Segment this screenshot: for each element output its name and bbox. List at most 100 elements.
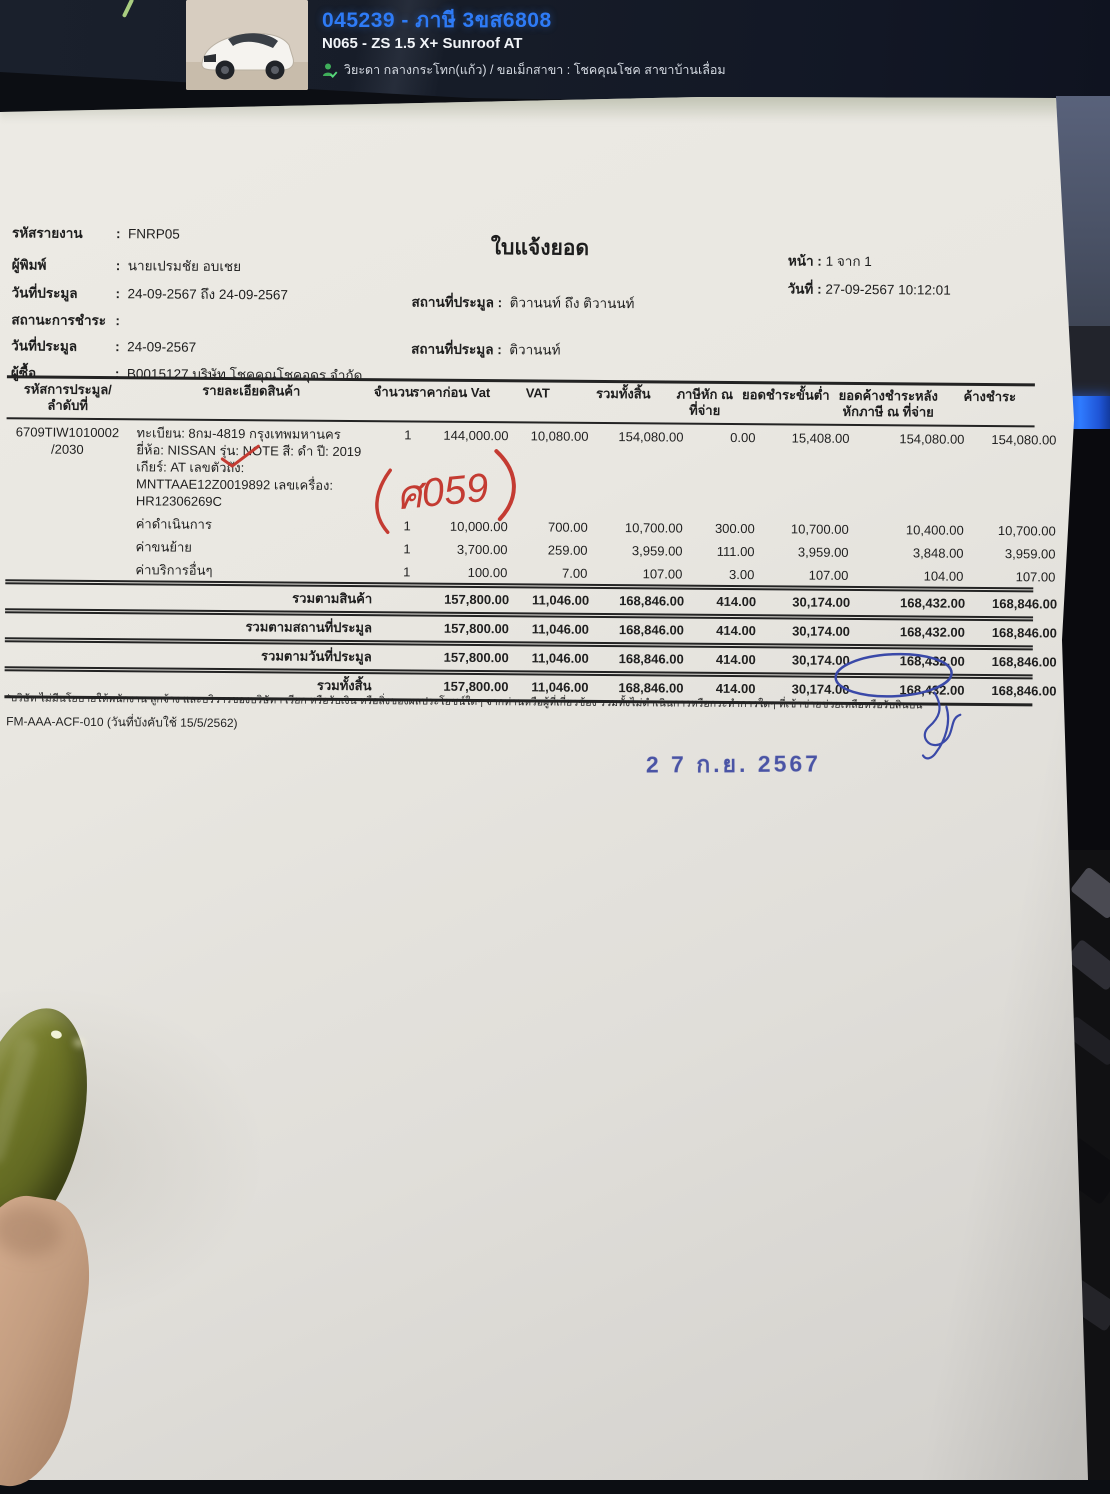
col-header-auction-id: รหัสการประมูล/ลำดับที่ [7,381,129,414]
cell-auction-id [6,537,128,538]
total-after-wht: 168,432.00 [852,652,967,671]
col-header-price-before-vat: ราคาก่อน Vat [404,384,499,401]
col-header-description: รายละเอียดสินค้า [129,382,374,400]
cell-auction-id [6,514,128,515]
cell-after-wht: 3,848.00 [851,544,966,562]
cell-price: 144,000.00 [413,426,510,444]
cell-vat: 7.00 [509,564,589,582]
total-after-wht: 168,432.00 [852,594,967,613]
total-grand: 168,846.00 [591,650,686,669]
cell-total: 3,959.00 [590,542,685,560]
meta-print-datetime: วันที่ : 27-09-2567 10:12:01 [788,277,951,300]
cell-auction-id [5,560,127,561]
table-row: 6709TIW1010002/2030 ทะเบียน: 8กม-4819 กร… [6,419,1035,518]
cell-after-wht: 154,080.00 [851,430,966,448]
cell-wht: 0.00 [685,429,757,447]
total-price: 157,800.00 [414,590,511,609]
billing-table: รหัสการประมูล/ลำดับที่ รายละเอียดสินค้า … [4,375,1035,706]
cell-description: ค่าดำเนินการ [128,515,381,534]
cell-min-payment: 15,408.00 [757,429,851,447]
cell-wht: 3.00 [684,566,756,584]
meta-auction-location: สถานที่ประมูล : ติวานนท์ [411,337,561,360]
agent-line-text: วิยะดา กลางกระโทก(แก้ว) / ขอเม็กสาขา : โ… [344,60,726,80]
meta-auction-date-range: วันที่ประมูล:24-09-2567 ถึง 24-09-2567 [12,281,289,305]
total-label: รวมตามสถานที่ประมูล [5,616,382,637]
cell-after-wht: 10,400.00 [851,521,966,539]
col-header-vat: VAT [499,385,577,402]
listing-agent-row: วิยะดา กลางกระโทก(แก้ว) / ขอเม็กสาขา : โ… [322,60,726,80]
col-header-min-payment: ยอดชำระขั้นต่ำ [740,387,832,404]
total-min-payment: 30,174.00 [758,622,852,641]
total-vat: 11,046.00 [511,620,591,639]
total-grand: 168,846.00 [591,621,686,640]
document-title: ใบแจ้งยอด [430,231,650,266]
col-header-withholding-tax: ภาษีหัก ณที่จ่าย [670,386,740,419]
cell-wht: 111.00 [685,543,757,561]
monitor-screen-top [0,0,1110,108]
cell-description: ทะเบียน: 8กม-4819 กรุงเทพมหานครยี่ห้อ: N… [128,424,382,511]
cell-qty: 1 [381,426,413,443]
cell-total: 154,080.00 [590,428,685,446]
car-suv-image [186,0,308,90]
total-grand: 168,846.00 [591,592,686,611]
total-outstanding: 168,846.00 [967,653,1059,672]
meta-payment-status: สถานะการชำระ: [11,308,127,331]
total-vat: 11,046.00 [511,591,591,610]
agent-person-icon [322,62,338,78]
total-outstanding: 168,846.00 [967,624,1059,643]
total-after-wht: 168,432.00 [852,623,967,642]
meta-printed-by: ผู้พิมพ์:นายเปรมชัย อบเชย [12,253,241,277]
cell-vat: 10,080.00 [510,427,590,445]
col-header-grand-total: รวมทั้งสิ้น [577,386,670,403]
cell-description: ค่าบริการอื่นๆ [127,561,380,580]
meta-page: หน้า : 1 จาก 1 [788,249,872,272]
cell-price: 3,700.00 [413,540,510,558]
cell-outstanding: 10,700.00 [966,522,1058,540]
cell-qty: 1 [380,563,412,580]
keyboard-key [1070,866,1110,919]
cell-total: 107.00 [589,565,684,583]
col-header-qty: จำนวน [374,384,404,400]
listing-id-title[interactable]: 045239 - ภาษี 3ขส6808 [322,4,552,37]
cell-qty: 1 [381,517,413,534]
total-min-payment: 30,174.00 [758,593,852,612]
total-price: 157,800.00 [414,619,511,638]
cell-price: 100.00 [412,563,509,581]
cell-outstanding: 3,959.00 [965,545,1057,563]
cell-vat: 700.00 [510,518,590,536]
cell-vat: 259.00 [510,541,590,559]
cell-after-wht: 104.00 [850,567,965,585]
cell-qty: 1 [381,540,413,557]
total-label: รวมตามสินค้า [5,587,382,608]
total-outstanding: 168,846.00 [967,595,1059,614]
cell-wht: 300.00 [685,520,757,538]
meta-auction-date: วันที่ประมูล:24-09-2567 [11,334,196,357]
total-vat: 11,046.00 [511,649,591,668]
cell-description: ค่าขนย้าย [128,538,381,557]
car-listing-thumbnail[interactable] [186,0,308,90]
cell-outstanding: 154,080.00 [966,431,1058,449]
col-header-outstanding-after-wht: ยอดค้างชำระหลังหักภาษี ณ ที่จ่าย [832,388,945,421]
total-wht: 414.00 [686,651,758,670]
listing-model-title: N065 - ZS 1.5 X+ Sunroof AT [322,35,522,52]
col-header-outstanding: ค้างชำระ [945,389,1035,406]
cell-min-payment: 10,700.00 [757,520,851,538]
cell-price: 10,000.00 [413,517,510,535]
total-price: 157,800.00 [414,648,511,667]
total-label: รวมตามวันที่ประมูล [5,645,382,666]
cell-total: 10,700.00 [590,519,685,537]
cell-outstanding: 107.00 [965,568,1057,586]
cell-min-payment: 107.00 [756,566,850,584]
total-wht: 414.00 [686,622,758,641]
table-body: 6709TIW1010002/2030 ทะเบียน: 8กม-4819 กร… [4,419,1034,706]
cell-auction-id: 6709TIW1010002/2030 [6,423,128,458]
form-code: FM-AAA-ACF-010 (วันที่บังคับใช้ 15/5/256… [6,712,238,733]
cell-min-payment: 3,959.00 [757,543,851,561]
total-min-payment: 30,174.00 [758,651,852,670]
total-wht: 414.00 [686,593,758,612]
date-stamp: 2 7 ก.ย. 2567 [646,746,821,783]
meta-report-code: รหัสรายงาน:FNRP05 [12,221,180,244]
meta-auction-location-range: สถานที่ประมูล : ติวานนท์ ถึง ติวานนท์ [411,290,634,314]
